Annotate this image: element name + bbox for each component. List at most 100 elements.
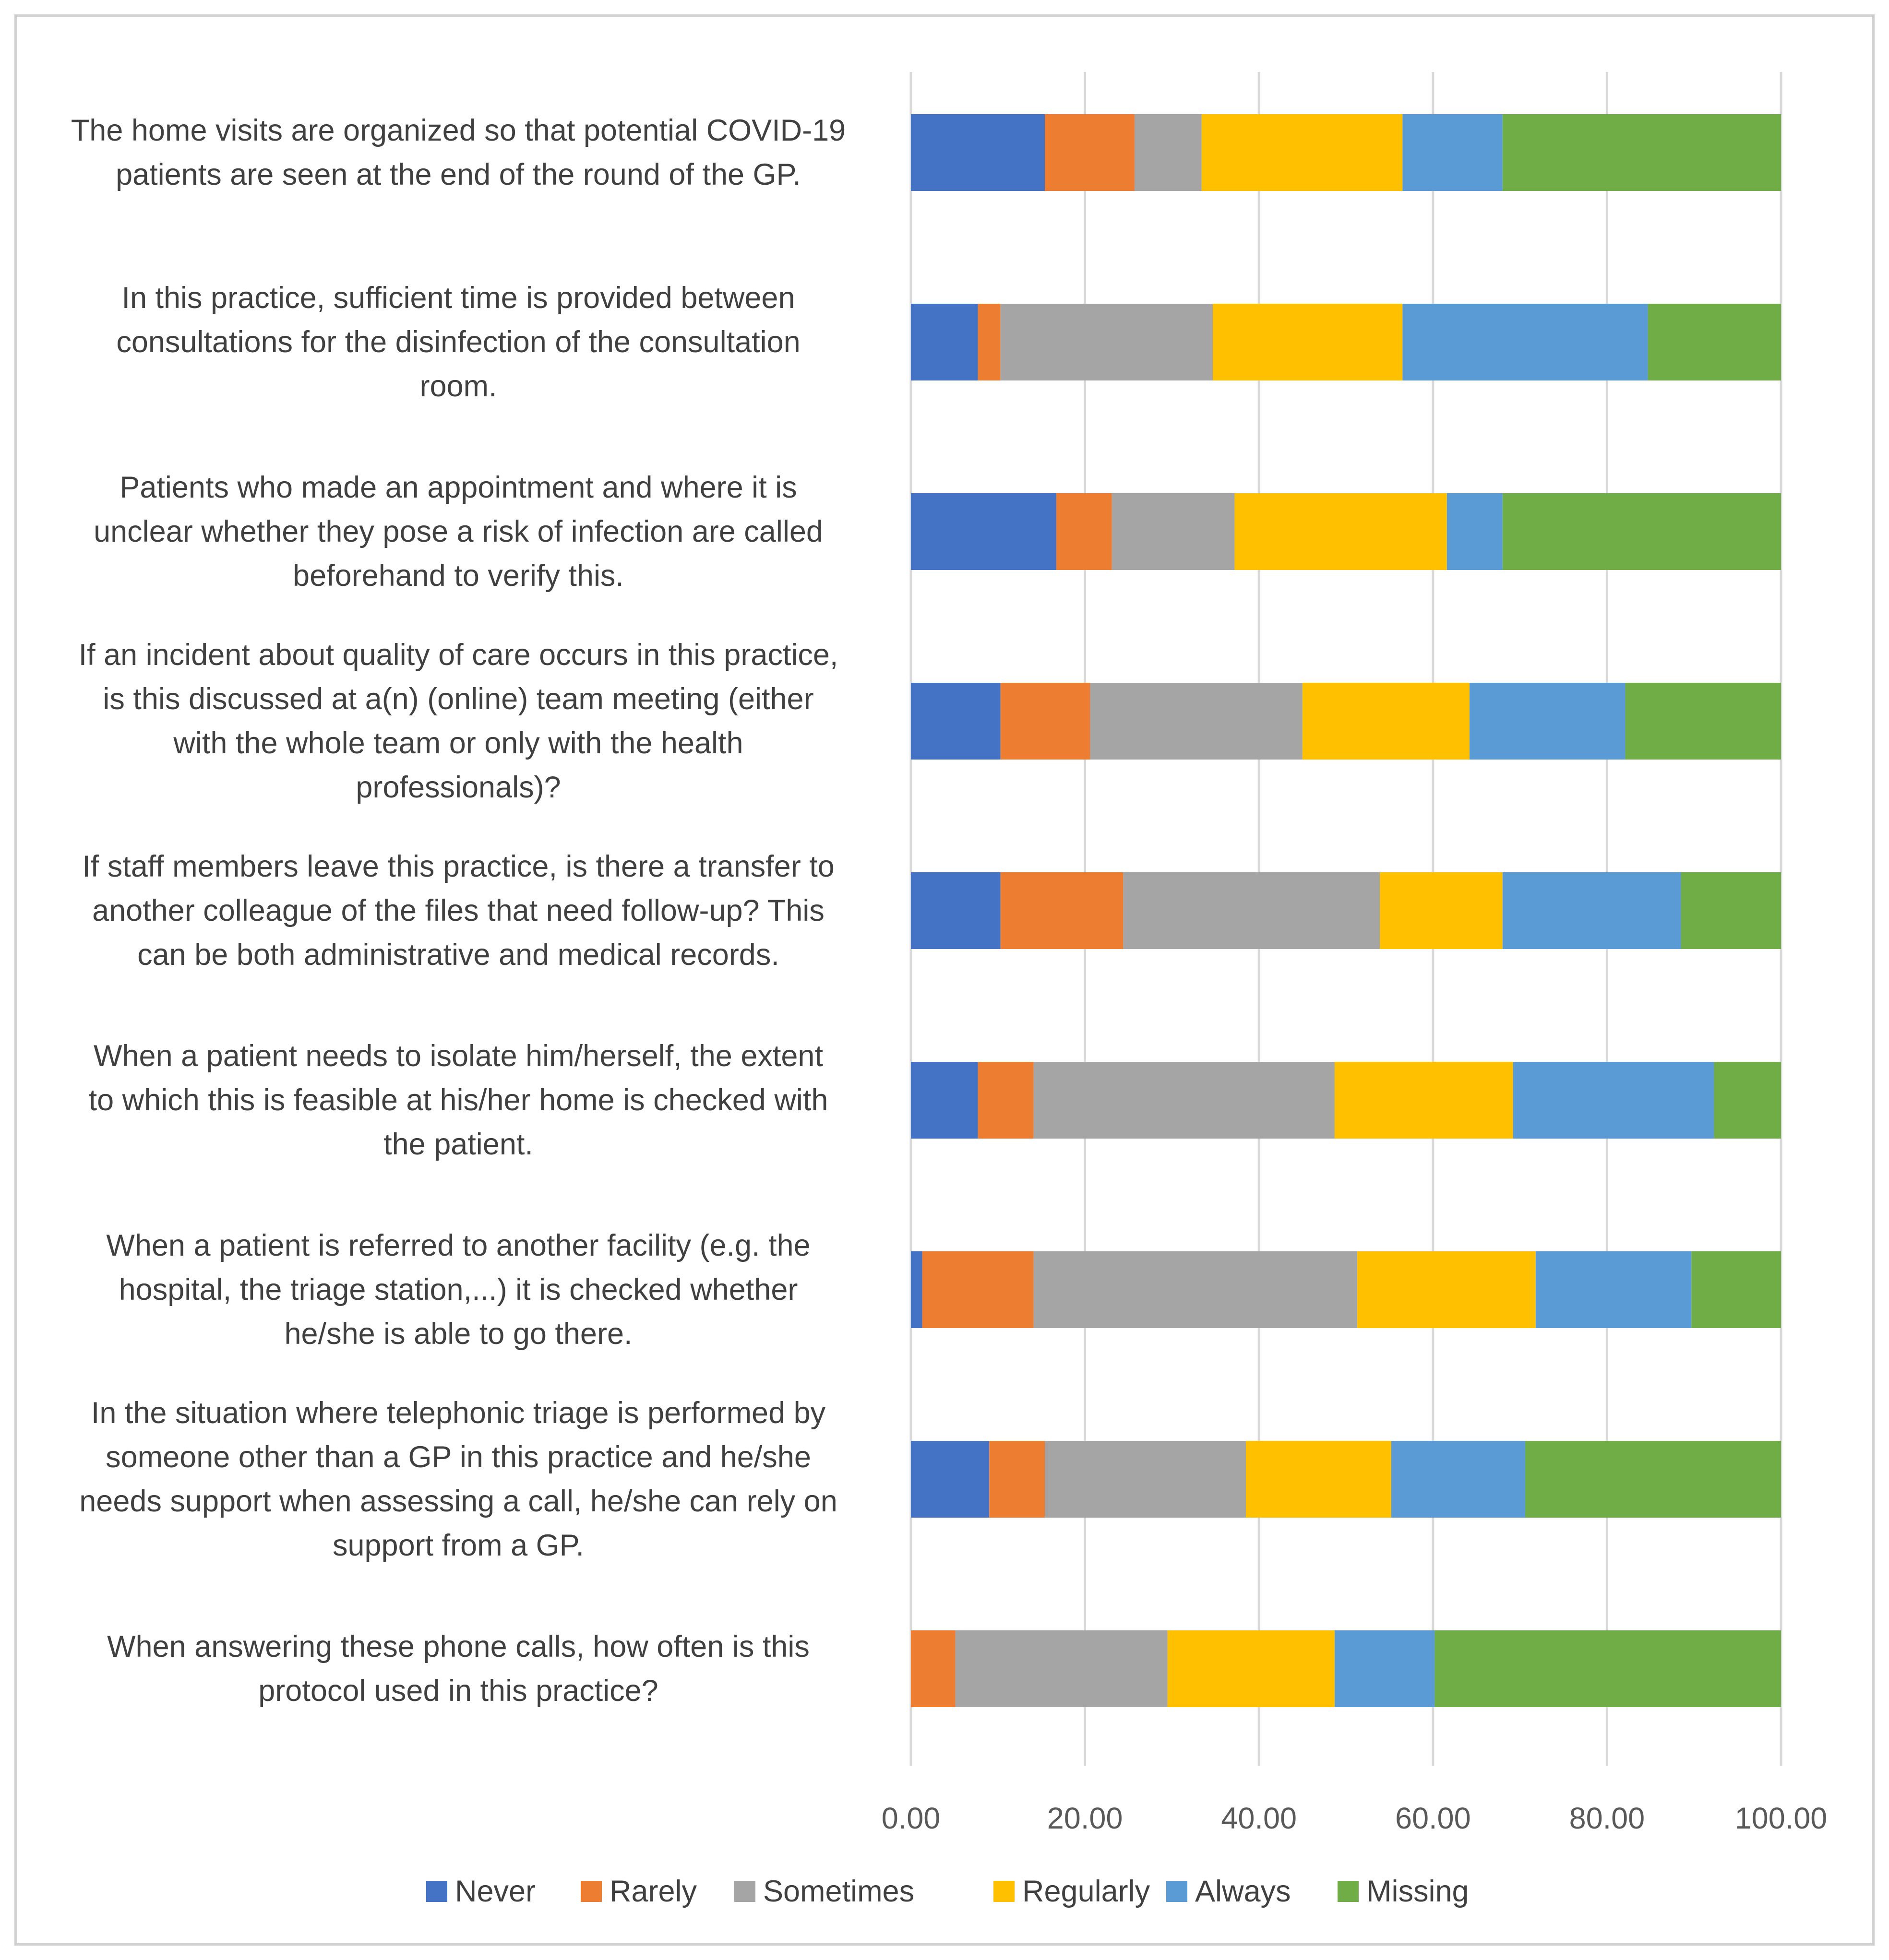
bar-segment-always — [1402, 114, 1503, 191]
category-label-line: with the whole team or only with the hea… — [173, 726, 743, 760]
category-label-line: If an incident about quality of care occ… — [79, 638, 838, 672]
bar-segment-never — [911, 872, 1001, 949]
category-label-line: When a patient needs to isolate him/hers… — [94, 1039, 823, 1073]
category-label-line: If staff members leave this practice, is… — [82, 850, 835, 883]
category-label-line: he/she is able to go there. — [285, 1317, 633, 1351]
bar-segment-sometimes — [955, 1630, 1168, 1707]
bar-segment-never — [911, 1441, 990, 1518]
bar-segment-sometimes — [1033, 1251, 1358, 1328]
bar-segment-rarely — [1000, 872, 1124, 949]
x-tick-label: 0.00 — [882, 1802, 941, 1835]
category-label-line: In the situation where telephonic triage… — [91, 1396, 826, 1430]
bar-segment-missing — [1681, 872, 1781, 949]
category-label-line: patients are seen at the end of the roun… — [116, 158, 801, 191]
bar-segment-regularly — [1213, 304, 1403, 380]
bar-segment-regularly — [1167, 1630, 1335, 1707]
bar-segment-always — [1469, 683, 1626, 760]
legend-swatch-missing — [1338, 1881, 1359, 1902]
category-label-line: the patient. — [383, 1128, 533, 1161]
category-label-line: another colleague of the files that need… — [92, 894, 825, 927]
x-tick-labels: 0.00 20.00 40.00 60.00 80.00 100.00 — [882, 1802, 1828, 1835]
bar-segment-rarely — [989, 1441, 1045, 1518]
bar-segment-sometimes — [1090, 683, 1303, 760]
legend-swatch-sometimes — [734, 1881, 755, 1902]
bar-segment-always — [1535, 1251, 1692, 1328]
category-label-line: Patients who made an appointment and whe… — [120, 471, 797, 504]
bar-segment-missing — [1502, 114, 1781, 191]
category-label-line: The home visits are organized so that po… — [71, 114, 846, 147]
bar-segment-sometimes — [1000, 304, 1213, 380]
legend-label-rarely: Rarely — [610, 1875, 697, 1908]
bar-segment-missing — [1625, 683, 1781, 760]
legend-swatch-rarely — [581, 1881, 602, 1902]
category-label-line: professionals)? — [356, 771, 561, 804]
category-label-line: room. — [419, 369, 497, 403]
bar-segment-regularly — [1201, 114, 1403, 191]
bar-segment-always — [1334, 1630, 1435, 1707]
bar-segment-missing — [1714, 1062, 1781, 1139]
bar-segment-regularly — [1357, 1251, 1536, 1328]
category-labels: The home visits are organized so that po… — [71, 114, 846, 1708]
bar-segment-never — [911, 1251, 922, 1328]
legend-label-never: Never — [455, 1875, 536, 1908]
category-label-line: someone other than a GP in this practice… — [106, 1440, 811, 1474]
bar-segment-rarely — [1000, 683, 1090, 760]
bar-segment-regularly — [1334, 1062, 1513, 1139]
category-label-line: When a patient is referred to another fa… — [106, 1229, 810, 1262]
category-label-line: In this practice, sufficient time is pro… — [121, 281, 795, 315]
bar-segment-always — [1513, 1062, 1714, 1139]
category-label-line: support from a GP. — [333, 1529, 584, 1562]
bar-segment-rarely — [922, 1251, 1034, 1328]
bar-segment-missing — [1525, 1441, 1781, 1518]
category-label-line: When answering these phone calls, how of… — [107, 1630, 810, 1663]
legend-swatch-never — [426, 1881, 447, 1902]
category-label: When a patient is referred to another fa… — [106, 1229, 810, 1351]
x-tick-label: 20.00 — [1047, 1802, 1123, 1835]
category-label-line: unclear whether they pose a risk of infe… — [94, 515, 823, 548]
bar-segment-always — [1447, 493, 1503, 570]
category-label-line: beforehand to verify this. — [293, 559, 624, 593]
category-label: When answering these phone calls, how of… — [107, 1630, 810, 1708]
bar-segment-missing — [1691, 1251, 1781, 1328]
legend-label-always: Always — [1195, 1875, 1291, 1908]
bar-segment-never — [911, 683, 1001, 760]
category-label-line: protocol used in this practice? — [258, 1674, 658, 1708]
bar-segment-never — [911, 1062, 978, 1139]
x-tick-label: 60.00 — [1395, 1802, 1471, 1835]
legend-label-sometimes: Sometimes — [763, 1875, 914, 1908]
x-tick-label: 40.00 — [1221, 1802, 1297, 1835]
bar-segment-regularly — [1234, 493, 1447, 570]
bar-segment-never — [911, 304, 978, 380]
bar-segment-rarely — [978, 1062, 1034, 1139]
category-label-line: consultations for the disinfection of th… — [116, 325, 800, 359]
bar-segment-regularly — [1380, 872, 1503, 949]
category-label: In the situation where telephonic triage… — [79, 1396, 837, 1562]
bar-segment-rarely — [1045, 114, 1135, 191]
category-label: The home visits are organized so that po… — [71, 114, 846, 191]
category-label: When a patient needs to isolate him/hers… — [89, 1039, 828, 1161]
legend-label-missing: Missing — [1366, 1875, 1469, 1908]
bar-segment-missing — [1648, 304, 1781, 380]
category-label-line: hospital, the triage station,...) it is … — [119, 1273, 798, 1307]
bar-segment-sometimes — [1123, 872, 1380, 949]
bar-segment-sometimes — [1033, 1062, 1335, 1139]
category-label: If an incident about quality of care occ… — [79, 638, 838, 804]
bar-segment-rarely — [978, 304, 1001, 380]
bar-segment-always — [1391, 1441, 1525, 1518]
legend: Never Rarely Sometimes Regularly Always Missi… — [426, 1875, 1469, 1908]
bar-segment-always — [1402, 304, 1648, 380]
category-label: If staff members leave this practice, is… — [82, 850, 835, 972]
category-label-line: needs support when assessing a call, he/… — [79, 1485, 837, 1518]
bar-segment-rarely — [911, 1630, 956, 1707]
bar-segment-missing — [1435, 1630, 1781, 1707]
bar-segment-sometimes — [1134, 114, 1202, 191]
bar-segment-regularly — [1302, 683, 1470, 760]
category-label: Patients who made an appointment and whe… — [94, 471, 823, 593]
bar-segment-never — [911, 493, 1056, 570]
bar-segment-rarely — [1056, 493, 1112, 570]
legend-label-regularly: Regularly — [1022, 1875, 1150, 1908]
x-tick-label: 80.00 — [1569, 1802, 1645, 1835]
bar-segment-always — [1502, 872, 1681, 949]
legend-swatch-regularly — [993, 1881, 1015, 1902]
